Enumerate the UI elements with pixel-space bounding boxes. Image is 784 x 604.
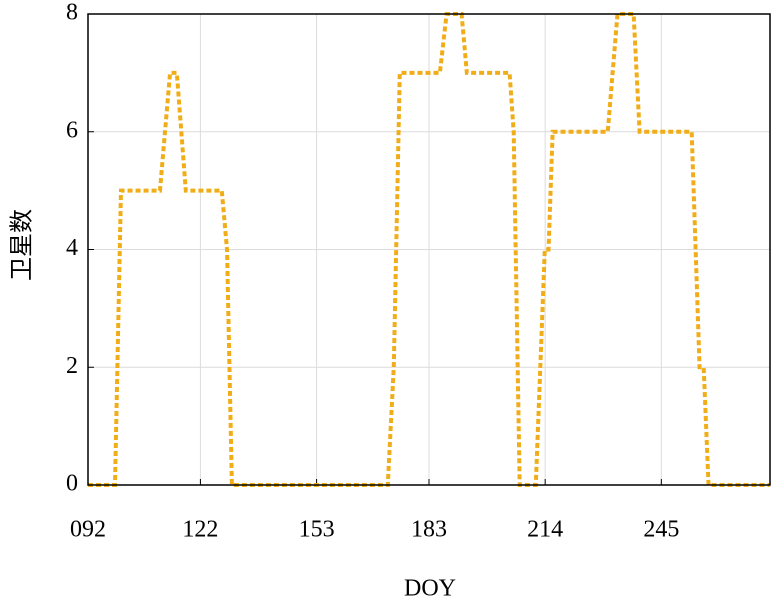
x-tick-label: 245 [643, 517, 679, 543]
x-axis-label: DOY [404, 576, 456, 602]
x-tick-label: 214 [527, 517, 563, 543]
x-tick-label: 153 [299, 517, 335, 543]
y-tick-label: 8 [66, 0, 78, 26]
y-axis-label: 卫星数 [9, 209, 36, 281]
y-tick-label: 0 [66, 471, 78, 497]
x-tick-label: 092 [70, 517, 106, 543]
x-tick-label: 183 [411, 517, 447, 543]
x-tick-label: 122 [182, 517, 218, 543]
y-tick-label: 4 [66, 235, 78, 261]
series-line [88, 12, 770, 487]
plot-frame [87, 13, 771, 486]
y-tick-label: 2 [66, 353, 78, 379]
y-tick-label: 6 [66, 117, 78, 143]
